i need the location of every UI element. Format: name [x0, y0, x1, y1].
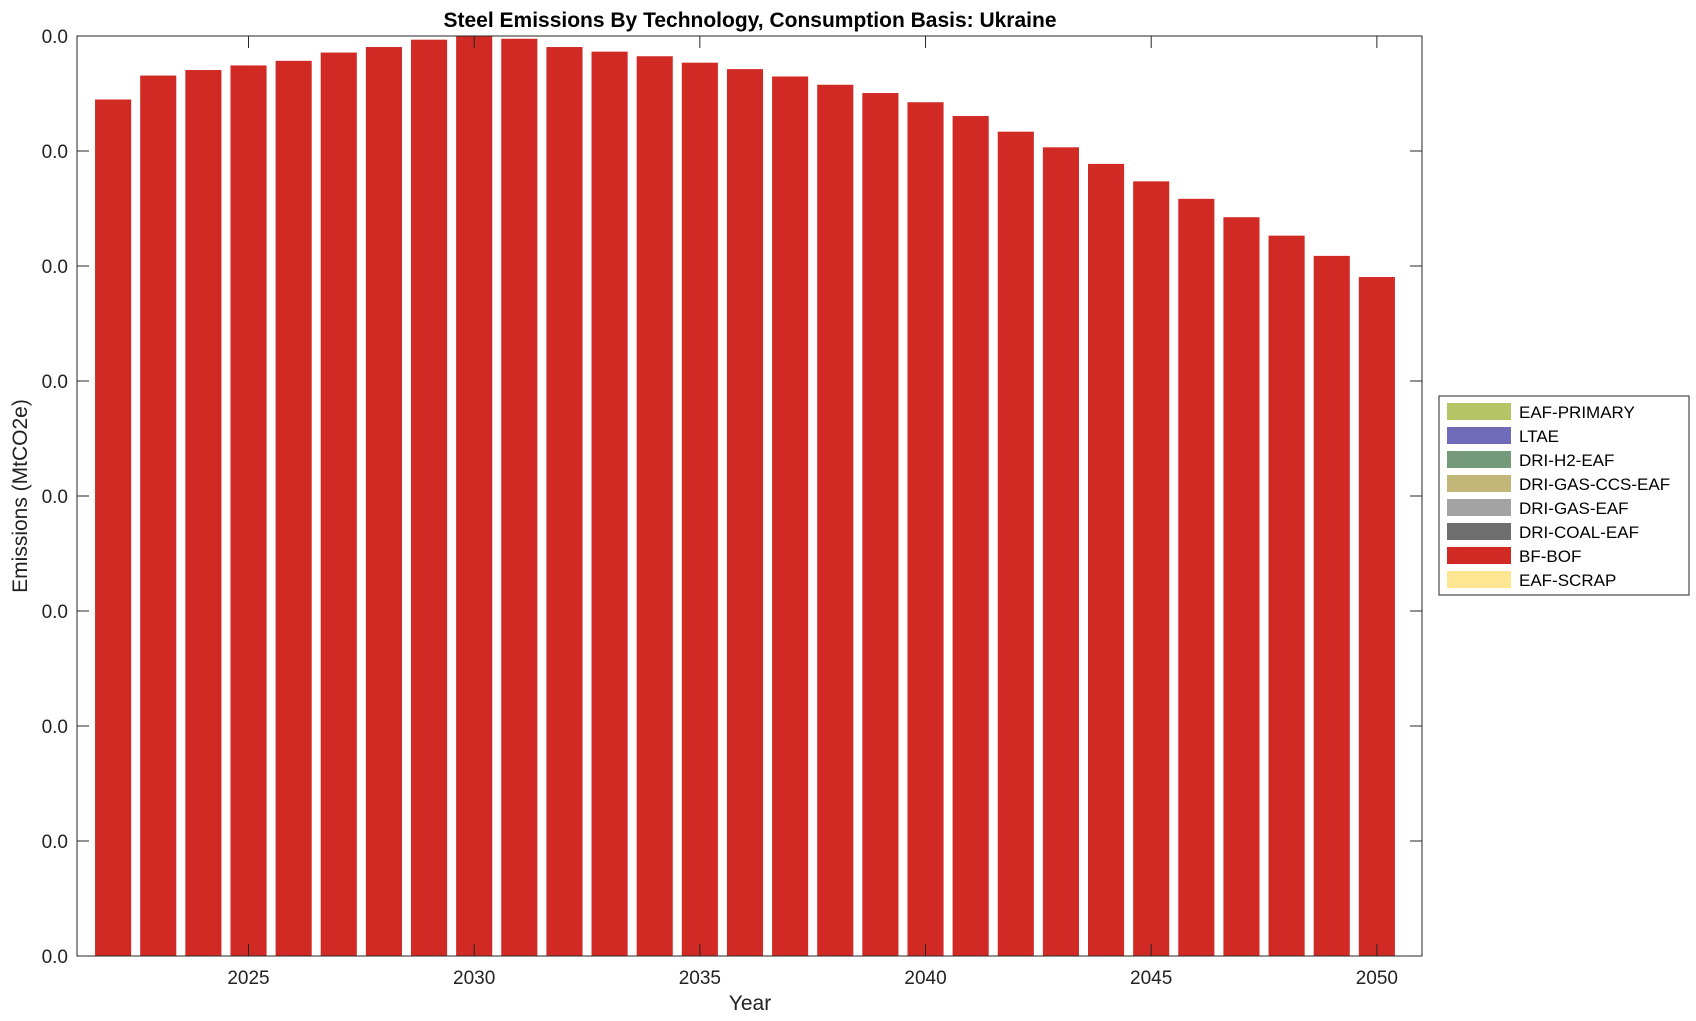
- legend-label-bf-bof: BF-BOF: [1519, 547, 1581, 566]
- legend-swatch-eaf-primary: [1447, 403, 1511, 420]
- y-tick-label: 0.0: [42, 487, 68, 508]
- bar-bf-bof-2048: [1268, 235, 1305, 956]
- y-tick-label: 0.0: [42, 142, 68, 163]
- x-tick-label: 2050: [1356, 968, 1398, 989]
- legend-swatch-dri-h2-eaf: [1447, 451, 1511, 468]
- bar-bf-bof-2050: [1358, 277, 1395, 956]
- bar-bf-bof-2024: [185, 70, 222, 957]
- bar-bf-bof-2044: [1088, 163, 1125, 956]
- x-tick-label: 2030: [453, 968, 495, 989]
- bar-bf-bof-2032: [546, 47, 583, 957]
- bar-bf-bof-2039: [862, 93, 899, 957]
- x-tick-label: 2035: [679, 968, 721, 989]
- bar-bf-bof-2046: [1178, 198, 1215, 957]
- legend-swatch-dri-gas-ccs-eaf: [1447, 475, 1511, 492]
- bar-bf-bof-2030: [456, 36, 493, 956]
- bar-bf-bof-2047: [1223, 217, 1260, 957]
- bar-bf-bof-2035: [681, 62, 718, 957]
- bar-bf-bof-2045: [1133, 181, 1170, 957]
- y-tick-label: 0.0: [42, 832, 68, 853]
- bar-bf-bof-2042: [997, 131, 1034, 956]
- legend-label-eaf-primary: EAF-PRIMARY: [1519, 403, 1635, 422]
- legend-swatch-bf-bof: [1447, 547, 1511, 564]
- y-tick-label: 0.0: [42, 947, 68, 968]
- bar-bf-bof-2023: [140, 75, 177, 956]
- bar-bf-bof-2043: [1042, 147, 1079, 956]
- x-axis-label: Year: [729, 992, 771, 1015]
- legend-label-dri-gas-ccs-eaf: DRI-GAS-CCS-EAF: [1519, 475, 1670, 494]
- bar-bf-bof-2038: [817, 84, 854, 956]
- x-tick-label: 2045: [1130, 968, 1172, 989]
- legend-swatch-eaf-scrap: [1447, 571, 1511, 588]
- y-tick-label: 0.0: [42, 602, 68, 623]
- x-tick-label: 2040: [904, 968, 946, 989]
- legend-label-ltae: LTAE: [1519, 427, 1559, 446]
- axes-frame: [76, 35, 1423, 957]
- bar-bf-bof-2037: [772, 76, 809, 957]
- bar-bf-bof-2033: [591, 51, 628, 956]
- legend-swatch-dri-coal-eaf: [1447, 523, 1511, 540]
- chart-title: Steel Emissions By Technology, Consumpti…: [443, 9, 1056, 32]
- bar-bf-bof-2036: [726, 69, 764, 957]
- bar-bf-bof-2027: [320, 52, 357, 957]
- legend-label-dri-gas-eaf: DRI-GAS-EAF: [1519, 499, 1629, 518]
- legend-label-dri-coal-eaf: DRI-COAL-EAF: [1519, 523, 1639, 542]
- legend-swatch-ltae: [1447, 427, 1511, 444]
- bar-bf-bof-2025: [230, 65, 267, 956]
- y-tick-label: 0.0: [42, 257, 68, 278]
- legend-swatch-dri-gas-eaf: [1447, 499, 1511, 516]
- legend-label-eaf-scrap: EAF-SCRAP: [1519, 571, 1616, 590]
- bar-bf-bof-2028: [365, 47, 402, 957]
- legend-items: EAF-PRIMARY LTAE DRI-H2-EAF DRI-GAS-CCS-EAF…: [1447, 403, 1670, 590]
- bar-bf-bof-2022: [95, 99, 132, 957]
- bar-bf-bof-2041: [952, 116, 989, 957]
- bar-bf-bof-2029: [410, 39, 448, 957]
- bar-bf-bof-2049: [1313, 255, 1350, 956]
- bar-bf-bof-2034: [636, 56, 673, 957]
- x-tick-label: 2025: [227, 968, 269, 989]
- legend-label-dri-h2-eaf: DRI-H2-EAF: [1519, 451, 1614, 470]
- y-tick-label: 0.0: [42, 717, 68, 738]
- bars-layer: [95, 36, 1395, 957]
- y-axis-label: Emissions (MtCO2e): [9, 399, 32, 593]
- ticks-layer: 2025 2030 2035 2040 2045 2050 0.0 0.0 0.0 0.0 0.0 0…: [42, 27, 1422, 989]
- bar-bf-bof-2040: [907, 102, 944, 957]
- bar-bf-bof-2031: [501, 38, 538, 956]
- bar-bf-bof-2026: [275, 60, 312, 956]
- y-tick-label: 0.0: [42, 372, 68, 393]
- legend: EAF-PRIMARY LTAE DRI-H2-EAF DRI-GAS-CCS-EAF…: [1438, 395, 1690, 596]
- y-tick-label: 0.0: [42, 27, 68, 48]
